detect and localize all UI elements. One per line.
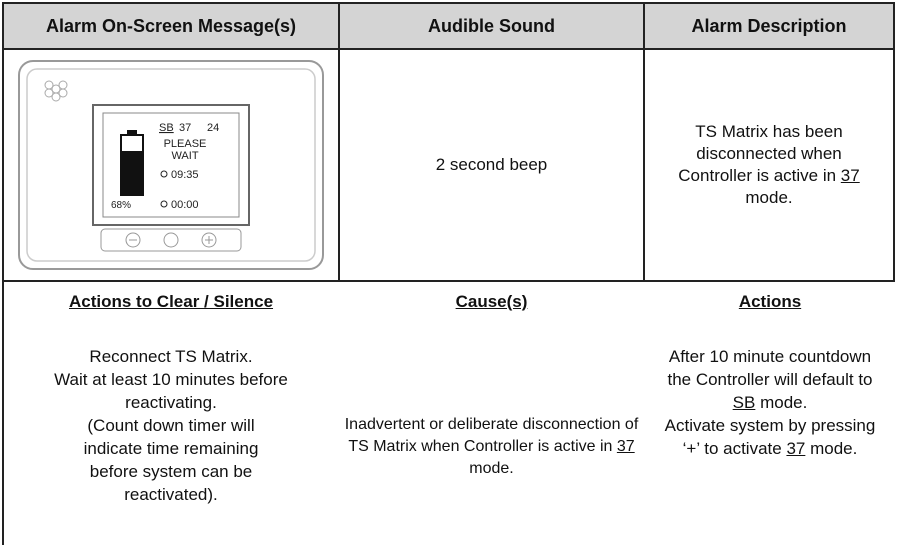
mode-number: 37	[786, 439, 806, 458]
screen-timer: 00:00	[171, 199, 199, 211]
description-text: TS Matrix has been disconnected when Con…	[669, 121, 869, 209]
text: Wait at least 10 minutes before reactiva…	[54, 370, 288, 412]
cause-text: Inadvertent or deliberate disconnection …	[340, 414, 643, 480]
header-cell: Alarm On-Screen Message(s)	[2, 2, 340, 50]
battery-level	[121, 151, 143, 195]
section-heading: Actions to Clear / Silence	[68, 292, 274, 311]
section-heading: Actions	[738, 292, 802, 311]
section-heading: Cause(s)	[455, 292, 528, 311]
screen-message: WAIT	[171, 150, 198, 162]
header-cell: Alarm Description	[643, 2, 895, 50]
actions-text: After 10 minute countdown the Controller…	[650, 345, 890, 460]
clock-icon	[160, 200, 168, 208]
logo	[44, 80, 68, 102]
power-button	[163, 232, 179, 248]
text: mode.	[760, 393, 808, 412]
text-block: Activate system by pressing ‘+’ to activ…	[650, 414, 890, 460]
plus-button	[201, 232, 217, 248]
screen-cell: SB 37 24 PLEASE WAIT 09:35 68% 00:00	[2, 48, 340, 282]
sound-cell: 2 second beep	[338, 48, 645, 282]
mode-number: 37	[840, 166, 860, 185]
device-inner	[26, 68, 316, 262]
mode-number: 37	[616, 438, 635, 455]
device-illustration: SB 37 24 PLEASE WAIT 09:35 68% 00:00	[18, 60, 324, 270]
text: After 10 minute countdown the Controller…	[667, 347, 873, 389]
minus-button	[125, 232, 141, 248]
text: Activate system by pressing ‘+’ to activ…	[664, 416, 876, 458]
screen-timer: 09:35	[171, 169, 199, 181]
text: TS Matrix has been disconnected when Con…	[678, 122, 843, 185]
sound-text: 2 second beep	[435, 155, 548, 174]
text: mode.	[810, 439, 858, 458]
screen-battery: 68%	[111, 200, 131, 211]
battery-tip	[127, 130, 137, 135]
screen-mode: SB	[159, 122, 174, 134]
clock-icon	[160, 170, 168, 178]
header-text: Alarm Description	[691, 15, 847, 36]
header-text: Alarm On-Screen Message(s)	[45, 15, 297, 36]
clear-text: Reconnect TS Matrix. Wait at least 10 mi…	[4, 345, 338, 506]
text-block: After 10 minute countdown the Controller…	[650, 345, 890, 414]
button-bar	[100, 228, 242, 252]
screen-message: PLEASE	[164, 138, 207, 150]
text: mode.	[469, 460, 514, 477]
header-text: Audible Sound	[428, 15, 555, 36]
description-cell: TS Matrix has been disconnected when Con…	[643, 48, 895, 282]
text: mode.	[745, 188, 793, 207]
mode-label: SB	[732, 393, 756, 412]
screen-setpoint: 37	[179, 122, 191, 134]
text: (Count down timer will indicate time rem…	[83, 416, 259, 504]
text: Inadvertent or deliberate disconnection …	[344, 416, 639, 455]
left-border	[2, 280, 4, 545]
screen-reading: 24	[207, 122, 219, 134]
text: Reconnect TS Matrix.	[89, 347, 253, 366]
header-cell: Audible Sound	[338, 2, 645, 50]
